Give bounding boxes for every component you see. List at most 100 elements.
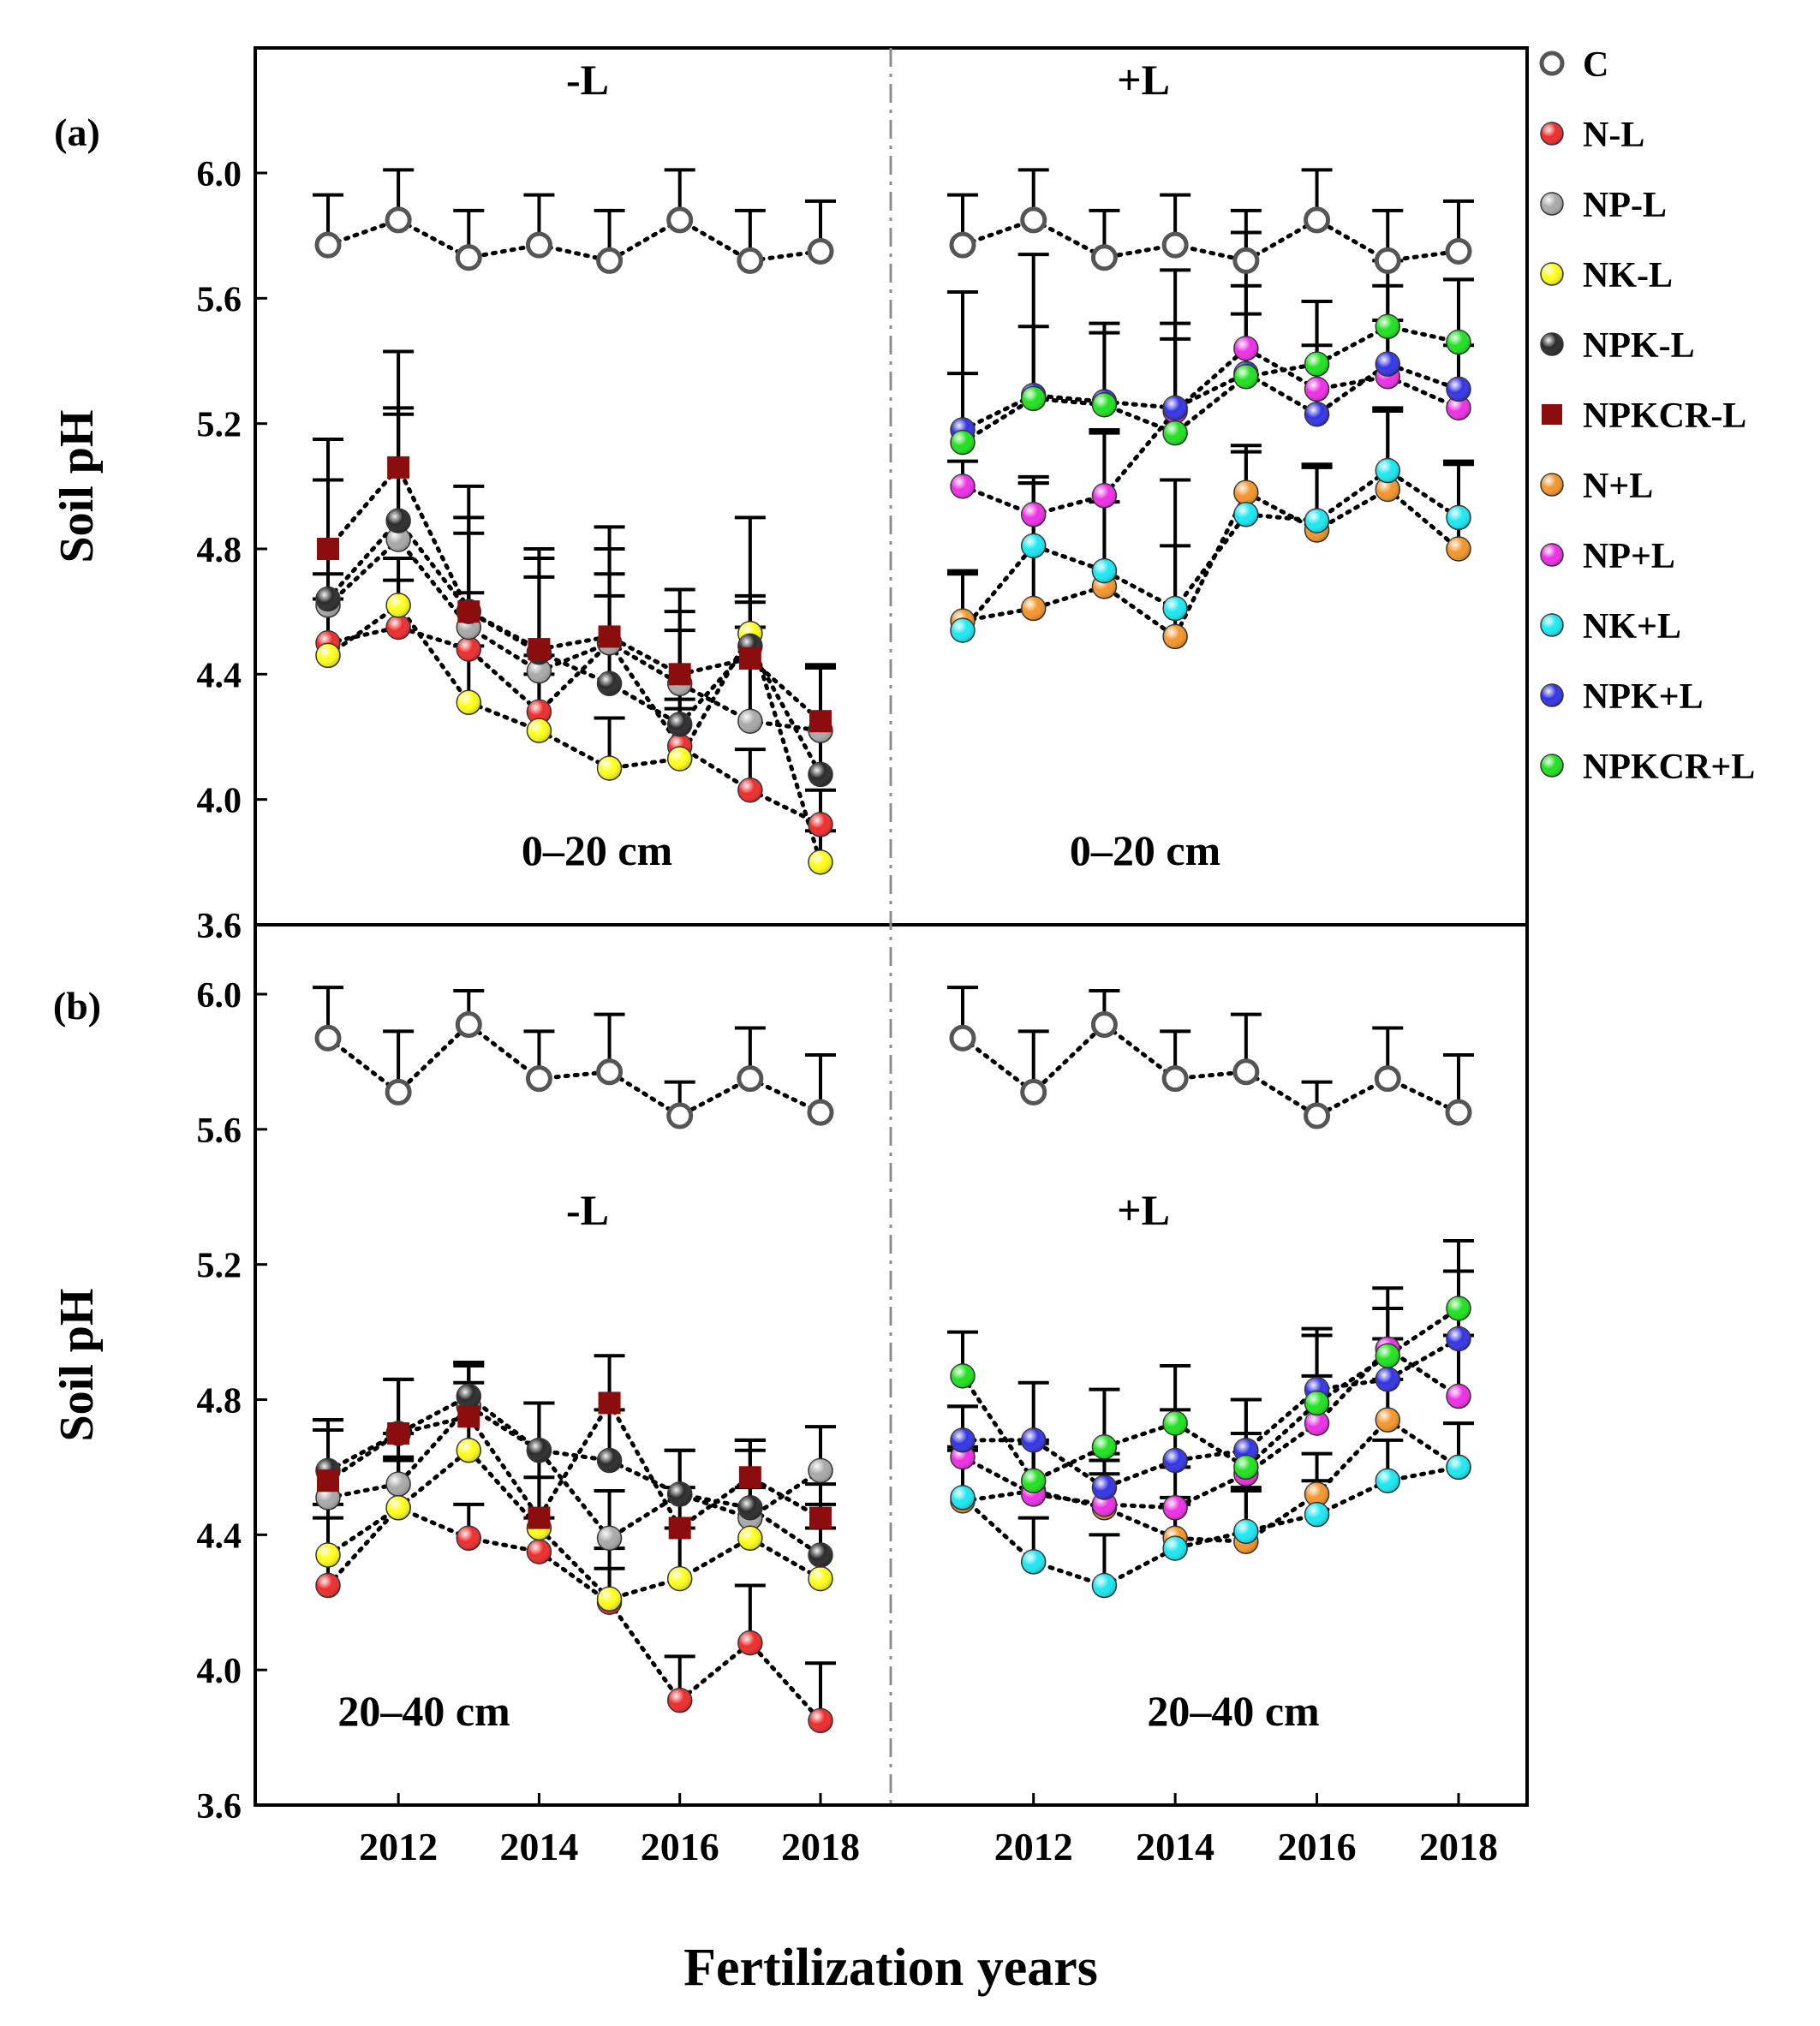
legend-label: NK-L: [1583, 256, 1673, 295]
point-shine: [527, 1540, 552, 1564]
point-C: [455, 1011, 482, 1039]
side-minus-l: -L 0–20 cm: [313, 56, 836, 875]
point-shine: [1447, 505, 1471, 530]
point-shine: [527, 658, 552, 683]
depth-label: 0–20 cm: [522, 826, 672, 874]
point-shine: [527, 718, 552, 743]
legend-label: NK+L: [1583, 607, 1681, 647]
point-shine: [1021, 386, 1046, 411]
point-NPKCR-L: [598, 1391, 621, 1415]
point-shine: [667, 712, 692, 736]
legend-label: NPKCR+L: [1583, 748, 1755, 787]
point-NPKCR-L: [598, 625, 621, 648]
point-C: [1161, 231, 1189, 259]
point-shine: [1447, 377, 1471, 402]
point-shine: [316, 643, 340, 668]
y-tick-label: 5.6: [197, 1111, 242, 1151]
point-NPKCR-L: [528, 1506, 551, 1529]
point-C: [385, 1078, 412, 1105]
point-shine: [1447, 1455, 1471, 1480]
point-C: [737, 1065, 764, 1093]
legend-item: NK-L: [1540, 256, 1673, 295]
point-C: [1020, 206, 1047, 234]
point-shine: [386, 1472, 411, 1497]
point-shine: [737, 778, 762, 802]
point-C: [1304, 1102, 1331, 1129]
y-axis-label: Soil pH: [51, 410, 104, 563]
point-shine: [597, 756, 622, 781]
point-shine: [1304, 1502, 1329, 1527]
panel-label: (b): [53, 984, 101, 1028]
point-shine: [1375, 352, 1400, 377]
series-line-NK-L: [325, 602, 823, 865]
point-shine: [1304, 1411, 1329, 1436]
legend-item: NPK-L: [1540, 326, 1695, 366]
point-shine: [316, 1573, 340, 1598]
point-shine: [456, 1526, 481, 1551]
legend-item: NPKCR-L: [1542, 396, 1746, 436]
point-shine: [1447, 1326, 1471, 1351]
legend-item: N+L: [1540, 467, 1653, 506]
point-shine: [1163, 1448, 1188, 1473]
point-shine: [737, 1526, 762, 1551]
point-C: [737, 247, 764, 274]
side-minus-l: -L 20–40 cm 2012 2014 2016 2018: [313, 986, 860, 1868]
point-shine: [1233, 1455, 1258, 1480]
x-tick-label: 2018: [781, 1825, 860, 1868]
point-shine: [1304, 1481, 1329, 1506]
point-shine: [527, 1438, 552, 1463]
y-tick-label: 3.6: [197, 1787, 242, 1826]
legend-marker: [1542, 404, 1562, 425]
legend-label: N+L: [1583, 467, 1653, 506]
point-C: [1304, 206, 1331, 234]
point-shine: [1021, 1549, 1046, 1574]
point-shine: [456, 637, 481, 662]
point-shine: [1375, 1344, 1400, 1368]
point-C: [1374, 1065, 1401, 1093]
depth-label: 20–40 cm: [1147, 1687, 1319, 1735]
point-NPKCR-L: [809, 710, 832, 733]
x-tick-label: 2012: [359, 1825, 438, 1868]
legend-item: C: [1539, 45, 1608, 85]
point-shine: [809, 762, 832, 787]
y-tick-label: 5.2: [197, 406, 242, 445]
point-shine: [951, 1485, 975, 1510]
series-line-NPKCR+L: [960, 1306, 1461, 1484]
series-line-N-L: [325, 1505, 823, 1723]
series-line-C: [960, 217, 1461, 264]
point-C: [1232, 1058, 1260, 1086]
point-shine: [386, 615, 411, 640]
point-shine: [1092, 392, 1117, 417]
point-shine: [597, 671, 622, 696]
point-C: [525, 231, 552, 259]
series-line-C: [325, 1022, 823, 1118]
point-shine: [1163, 624, 1188, 649]
point-shine: [316, 1543, 340, 1568]
point-NPKCR-L: [668, 663, 691, 686]
point-shine: [1375, 477, 1400, 502]
point-shine: [951, 474, 975, 498]
legend-item: N-L: [1540, 116, 1644, 155]
point-shine: [1375, 1469, 1400, 1493]
point-shine: [1092, 1434, 1117, 1459]
side-title: +L: [1117, 1186, 1170, 1234]
depth-label: 20–40 cm: [337, 1687, 510, 1735]
point-NPKCR-L: [387, 456, 410, 479]
legend-label: C: [1583, 45, 1608, 85]
panel-label: (a): [54, 110, 100, 154]
side-title: -L: [566, 56, 609, 104]
legend-label: NPKCR-L: [1583, 396, 1746, 436]
x-tick-label: 2016: [641, 1825, 719, 1868]
legend-label: NPK+L: [1583, 677, 1704, 717]
legend-label: N-L: [1583, 116, 1644, 155]
series-line-C: [325, 217, 823, 264]
point-shine: [737, 1495, 762, 1520]
point-shine: [1021, 533, 1046, 558]
series-line-NP-L: [325, 536, 823, 733]
legend-marker-shine: [1541, 754, 1563, 777]
point-NPKCR-L: [457, 600, 480, 623]
point-shine: [951, 1363, 975, 1388]
legend-item: NP+L: [1540, 537, 1675, 576]
y-tick-label: 4.8: [197, 1382, 242, 1421]
